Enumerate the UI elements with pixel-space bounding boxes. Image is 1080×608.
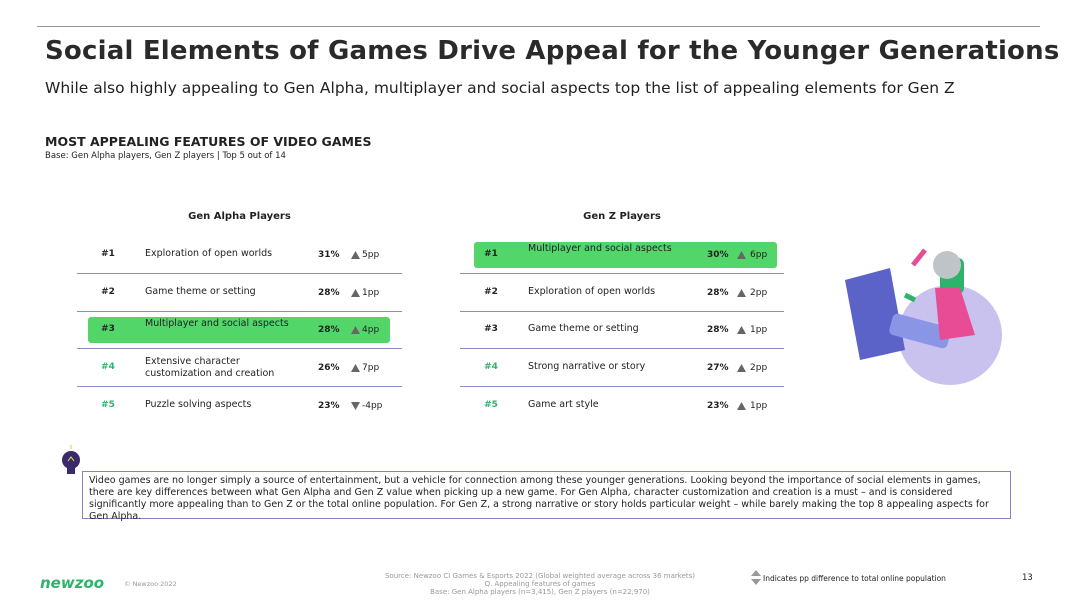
rank: #1 xyxy=(484,249,498,259)
table-title: Gen Z Players xyxy=(583,211,661,222)
share: 30% xyxy=(707,250,729,260)
copyright: © Newzoo 2022 xyxy=(124,580,177,588)
title: Social Elements of Games Drive Appeal fo… xyxy=(45,36,1060,66)
rank: #2 xyxy=(101,286,115,297)
diff: -4pp xyxy=(362,400,383,411)
highlight xyxy=(474,242,777,268)
diff: 2pp xyxy=(750,287,768,298)
feature: Game art style xyxy=(528,398,599,410)
source: Source: Newzoo CI Games & Esports 2022 (… xyxy=(340,572,740,596)
row-separator xyxy=(77,273,402,274)
diff-arrow xyxy=(351,326,360,335)
diff-arrow xyxy=(737,326,746,335)
diff-arrow xyxy=(737,251,746,259)
diff: 4pp xyxy=(362,325,380,336)
share: 27% xyxy=(707,363,729,374)
row-separator xyxy=(77,310,402,312)
feature: Extensive character customization and cr… xyxy=(145,356,275,380)
share: 28% xyxy=(707,325,729,336)
page-number: 13 xyxy=(1022,573,1033,583)
row-separator xyxy=(460,348,784,350)
rank: #5 xyxy=(101,399,115,410)
feature: Multiplayer and social aspects xyxy=(145,318,289,330)
callout-text: Video games are no longer simply a sourc… xyxy=(82,471,1011,522)
rank: #3 xyxy=(101,324,115,335)
diff-arrow xyxy=(351,364,360,373)
rank: #4 xyxy=(484,362,498,373)
feature: Game theme or setting xyxy=(528,323,639,335)
legend: Indicates pp difference to total online … xyxy=(763,574,946,583)
feature: Strong narrative or story xyxy=(528,361,646,373)
diff-arrow xyxy=(737,401,746,410)
table-title: Gen Alpha Players xyxy=(188,211,291,222)
diff: 2pp xyxy=(750,363,768,374)
feature: Game theme or setting xyxy=(145,285,256,297)
rank: #1 xyxy=(101,249,115,259)
row-separator xyxy=(460,310,784,312)
diff: 5pp xyxy=(362,250,380,260)
section-base: Base: Gen Alpha players, Gen Z players |… xyxy=(45,151,286,161)
source-line: Q. Appealing features of games xyxy=(484,580,596,588)
rank: #5 xyxy=(484,399,498,410)
feature: Multiplayer and social aspects xyxy=(528,243,672,254)
feature: Puzzle solving aspects xyxy=(145,398,252,410)
feature: Exploration of open worlds xyxy=(145,248,273,259)
row-separator xyxy=(77,348,402,350)
share: 28% xyxy=(318,325,340,336)
feature: Exploration of open worlds xyxy=(528,285,656,297)
share: 23% xyxy=(707,400,729,411)
diff: 7pp xyxy=(362,363,380,374)
diff-arrow xyxy=(351,251,360,259)
share: 26% xyxy=(318,363,340,374)
source-line: Source: Newzoo CI Games & Esports 2022 (… xyxy=(384,572,696,580)
share: 31% xyxy=(318,250,340,260)
row-separator xyxy=(77,386,402,388)
diff: 1pp xyxy=(750,325,768,336)
diff-arrow xyxy=(737,364,746,373)
rank: #3 xyxy=(484,324,498,335)
rank: #4 xyxy=(101,362,115,373)
diff-arrow xyxy=(737,288,746,297)
highlight xyxy=(88,317,390,344)
diff: 1pp xyxy=(362,287,380,298)
diff-arrow xyxy=(351,288,360,297)
diff-arrow xyxy=(351,401,360,410)
share: 28% xyxy=(707,287,729,298)
bulb-icon xyxy=(62,445,80,474)
subtitle: While also highly appealing to Gen Alpha… xyxy=(45,79,955,97)
diff: 6pp xyxy=(750,250,768,260)
logo: newzoo xyxy=(40,574,105,592)
share: 23% xyxy=(318,400,340,411)
rank: #2 xyxy=(484,286,498,297)
illustration xyxy=(845,248,1002,385)
source-line: Base: Gen Alpha players (n=3,415), Gen Z… xyxy=(430,588,650,596)
share: 28% xyxy=(318,287,340,298)
legend-arrows xyxy=(751,570,761,585)
top-rule xyxy=(37,26,1040,27)
section-heading: MOST APPEALING FEATURES OF VIDEO GAMES xyxy=(45,134,372,149)
diff: 1pp xyxy=(750,400,768,411)
row-separator xyxy=(460,273,784,274)
row-separator xyxy=(460,386,784,388)
